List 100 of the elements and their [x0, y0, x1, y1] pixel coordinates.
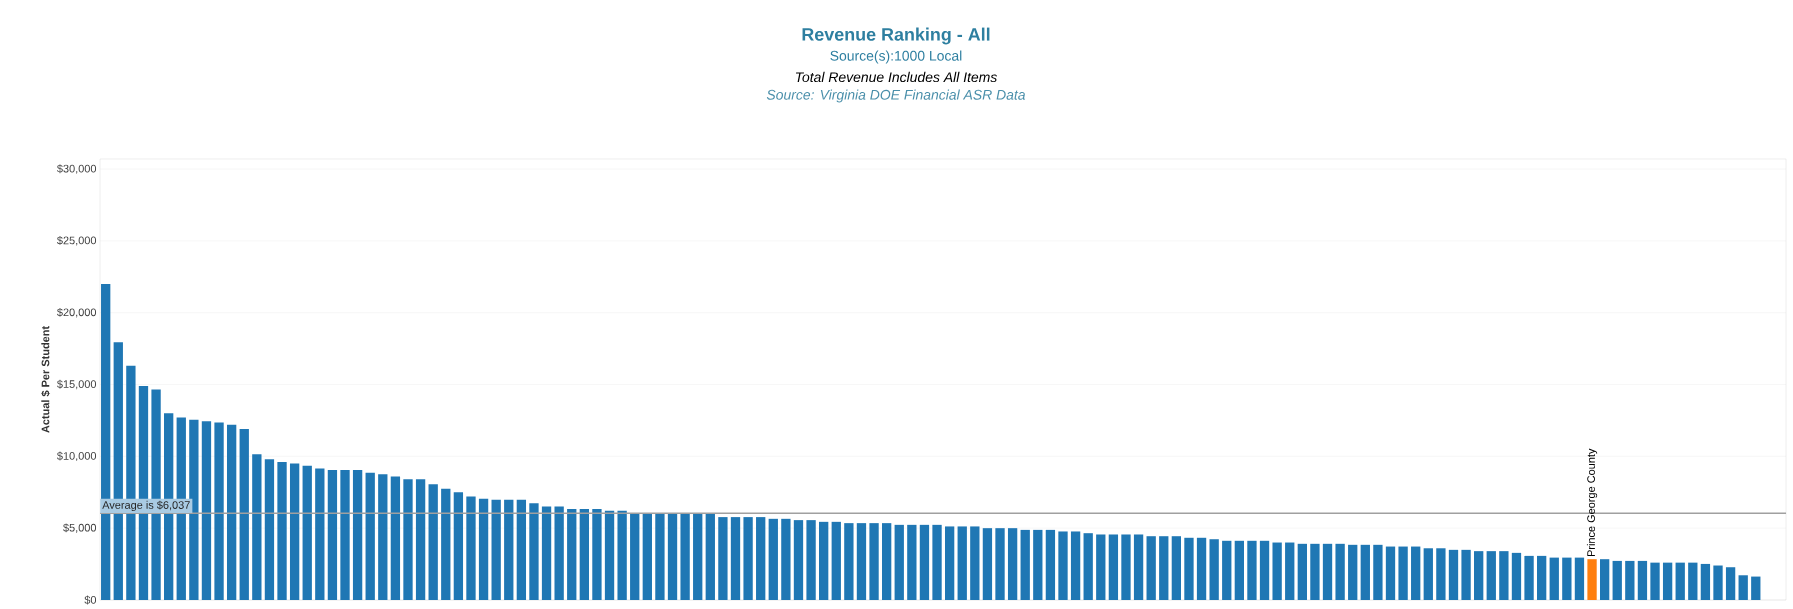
- bar: [1259, 540, 1270, 600]
- bar: [1650, 562, 1660, 600]
- bar: [441, 488, 451, 600]
- bar: [1058, 531, 1068, 600]
- bar: [995, 528, 1005, 600]
- bar: [1448, 549, 1459, 600]
- bar: [1751, 576, 1761, 600]
- bar: [592, 509, 602, 600]
- bar: [781, 518, 791, 600]
- bar: [756, 517, 766, 600]
- bar: [1411, 546, 1421, 600]
- bar: [1146, 536, 1156, 600]
- bar: [919, 524, 930, 600]
- bar: [1474, 551, 1484, 600]
- bar: [1171, 536, 1182, 600]
- bar: [844, 523, 854, 600]
- bar: [1070, 531, 1081, 600]
- bar: [1247, 540, 1257, 600]
- y-tick-label: $5,000: [63, 523, 97, 533]
- bar: [881, 523, 892, 600]
- bar: [453, 492, 464, 600]
- bar: [1461, 549, 1471, 600]
- y-tick-label: $30,000: [57, 164, 97, 174]
- bar: [1121, 534, 1131, 600]
- bar: [718, 517, 728, 600]
- bar: [907, 524, 917, 600]
- bar: [516, 499, 527, 600]
- bar: [214, 422, 224, 600]
- bar: [667, 514, 678, 600]
- bar: [1511, 552, 1522, 600]
- bar: [390, 476, 401, 600]
- bar: [705, 514, 715, 600]
- bar: [1234, 540, 1245, 600]
- bar: [1675, 562, 1685, 600]
- bar: [730, 517, 741, 600]
- bar: [352, 469, 363, 600]
- bar: [1310, 543, 1320, 600]
- bar: [1662, 562, 1673, 600]
- bar: [340, 469, 350, 600]
- bar: [1096, 534, 1106, 600]
- bar: [617, 510, 627, 600]
- y-tick-label: $0: [84, 595, 97, 605]
- chart-subtitle: Source(s):1000 Local: [830, 50, 962, 64]
- bar: [1385, 546, 1396, 600]
- y-tick-label: $15,000: [57, 379, 97, 390]
- bar: [478, 498, 489, 600]
- bar: [1612, 560, 1622, 600]
- text: Total Revenue Includes All Items: [795, 71, 997, 83]
- bar: [1688, 562, 1698, 600]
- bar: [378, 474, 388, 600]
- bar: [1625, 560, 1635, 600]
- bar: [642, 514, 652, 600]
- bar: [1738, 575, 1748, 600]
- bar: [1033, 529, 1043, 600]
- bar: [1700, 563, 1711, 600]
- bar: [604, 510, 615, 600]
- bar: [1587, 559, 1597, 600]
- bar: [1725, 567, 1736, 600]
- bar: [1335, 543, 1345, 600]
- bar: [932, 524, 942, 600]
- bar: [289, 463, 300, 600]
- bar: [579, 509, 590, 600]
- bar: [1133, 534, 1144, 600]
- x-tick-label: Prince George County: [1586, 448, 1598, 557]
- bar: [226, 424, 237, 600]
- bar: [277, 462, 287, 600]
- bar: [189, 419, 199, 600]
- bar: [1398, 546, 1408, 600]
- bar: [806, 520, 816, 600]
- bar: [856, 523, 867, 600]
- y-tick-label: $10,000: [57, 451, 97, 462]
- bar: [428, 484, 438, 600]
- ref-line-label: Average is $6,037: [102, 500, 190, 512]
- bar: [541, 506, 552, 600]
- bar: [1222, 540, 1232, 600]
- chart-title: Revenue Ranking - All: [802, 27, 990, 45]
- bar: [831, 521, 841, 600]
- bar: [1159, 536, 1169, 600]
- bar: [466, 496, 476, 600]
- bar: [743, 517, 753, 600]
- bar: [970, 526, 980, 600]
- bar: [1184, 537, 1194, 600]
- bar: [693, 514, 703, 600]
- source-note: Source: Virginia DOE Financial ASR Data: [766, 89, 1026, 103]
- bar: [680, 514, 690, 600]
- bar: [1272, 542, 1282, 600]
- bar: [365, 472, 375, 600]
- bar: [1045, 529, 1056, 600]
- bar: [655, 514, 665, 600]
- y-tick-label: $25,000: [57, 236, 97, 246]
- bar: [1348, 544, 1358, 600]
- bar: [944, 526, 955, 600]
- bar: [1083, 533, 1093, 600]
- y-tick-label: $20,000: [57, 307, 97, 318]
- bar: [239, 429, 249, 600]
- bar: [1196, 537, 1207, 600]
- bar: [768, 518, 778, 600]
- bar: [1436, 548, 1446, 600]
- bar: [1108, 534, 1119, 600]
- bar: [1637, 560, 1648, 600]
